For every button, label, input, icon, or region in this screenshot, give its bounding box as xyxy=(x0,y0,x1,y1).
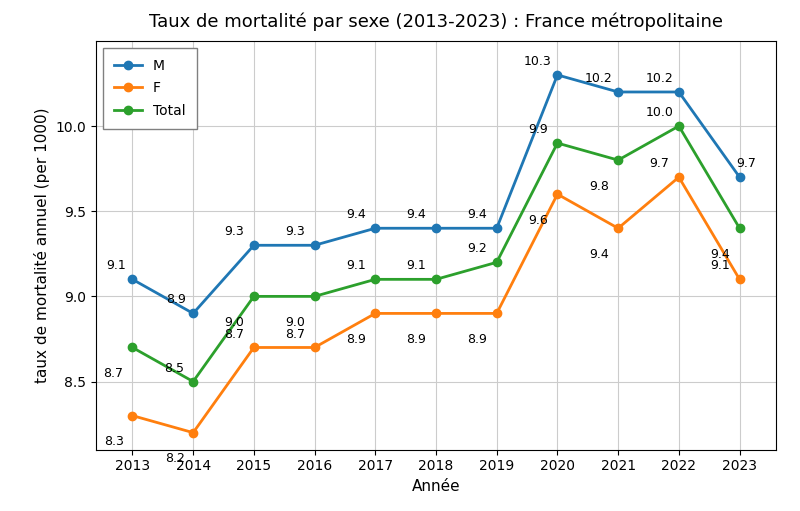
Total xyxy=(734,225,744,231)
Total xyxy=(310,293,319,299)
Text: 9.2: 9.2 xyxy=(467,242,487,256)
Text: 10.3: 10.3 xyxy=(524,55,552,68)
M xyxy=(370,225,380,231)
Text: 9.1: 9.1 xyxy=(346,260,366,272)
Text: 9.4: 9.4 xyxy=(346,208,366,221)
Text: 8.9: 8.9 xyxy=(346,333,366,346)
Total xyxy=(492,259,502,265)
Text: 9.8: 9.8 xyxy=(589,179,609,193)
Text: 9.0: 9.0 xyxy=(285,316,305,329)
Text: 9.1: 9.1 xyxy=(710,260,730,272)
Text: 10.2: 10.2 xyxy=(585,72,613,85)
F xyxy=(128,412,138,419)
Total xyxy=(553,140,562,146)
Text: 10.2: 10.2 xyxy=(646,72,674,85)
Legend: M, F, Total: M, F, Total xyxy=(103,48,197,129)
Text: 8.7: 8.7 xyxy=(285,328,305,340)
Total xyxy=(128,344,138,351)
Text: 9.7: 9.7 xyxy=(737,157,757,170)
Text: 9.4: 9.4 xyxy=(589,248,609,261)
M xyxy=(431,225,441,231)
Text: 9.4: 9.4 xyxy=(710,248,730,261)
Title: Taux de mortalité par sexe (2013-2023) : France métropolitaine: Taux de mortalité par sexe (2013-2023) :… xyxy=(149,12,723,31)
Line: F: F xyxy=(128,173,744,437)
M xyxy=(249,242,258,248)
M xyxy=(553,72,562,78)
F xyxy=(614,225,623,231)
Text: 9.9: 9.9 xyxy=(528,123,548,136)
F xyxy=(674,174,684,180)
Text: 10.0: 10.0 xyxy=(646,106,674,119)
Total xyxy=(614,157,623,163)
Total xyxy=(370,276,380,283)
M xyxy=(188,310,198,316)
Text: 9.3: 9.3 xyxy=(286,225,305,238)
F xyxy=(188,430,198,436)
Text: 9.1: 9.1 xyxy=(106,260,126,272)
F xyxy=(553,191,562,197)
F xyxy=(249,344,258,351)
F xyxy=(310,344,319,351)
Text: 8.9: 8.9 xyxy=(467,333,487,346)
Line: Total: Total xyxy=(128,122,744,386)
Total xyxy=(188,379,198,385)
M xyxy=(674,89,684,95)
Text: 9.1: 9.1 xyxy=(406,260,426,272)
Text: 8.2: 8.2 xyxy=(165,452,185,465)
Line: M: M xyxy=(128,71,744,317)
Text: 8.9: 8.9 xyxy=(406,333,426,346)
M xyxy=(492,225,502,231)
F xyxy=(431,310,441,316)
Y-axis label: taux de mortalité annuel (per 1000): taux de mortalité annuel (per 1000) xyxy=(34,107,50,383)
M xyxy=(734,174,744,180)
Total xyxy=(249,293,258,299)
F xyxy=(370,310,380,316)
Text: 8.5: 8.5 xyxy=(164,362,184,375)
Text: 8.3: 8.3 xyxy=(105,435,124,448)
Text: 9.6: 9.6 xyxy=(528,214,548,226)
F xyxy=(492,310,502,316)
Total xyxy=(674,123,684,129)
Text: 9.0: 9.0 xyxy=(225,316,244,329)
Text: 8.9: 8.9 xyxy=(166,293,186,307)
Text: 8.7: 8.7 xyxy=(225,328,245,340)
M xyxy=(310,242,319,248)
Text: 8.7: 8.7 xyxy=(103,367,123,380)
M xyxy=(128,276,138,283)
X-axis label: Année: Année xyxy=(412,479,460,494)
Total xyxy=(431,276,441,283)
Text: 9.4: 9.4 xyxy=(467,208,487,221)
M xyxy=(614,89,623,95)
Text: 9.3: 9.3 xyxy=(225,225,244,238)
Text: 9.7: 9.7 xyxy=(650,157,670,170)
Text: 9.4: 9.4 xyxy=(406,208,426,221)
F xyxy=(734,276,744,283)
